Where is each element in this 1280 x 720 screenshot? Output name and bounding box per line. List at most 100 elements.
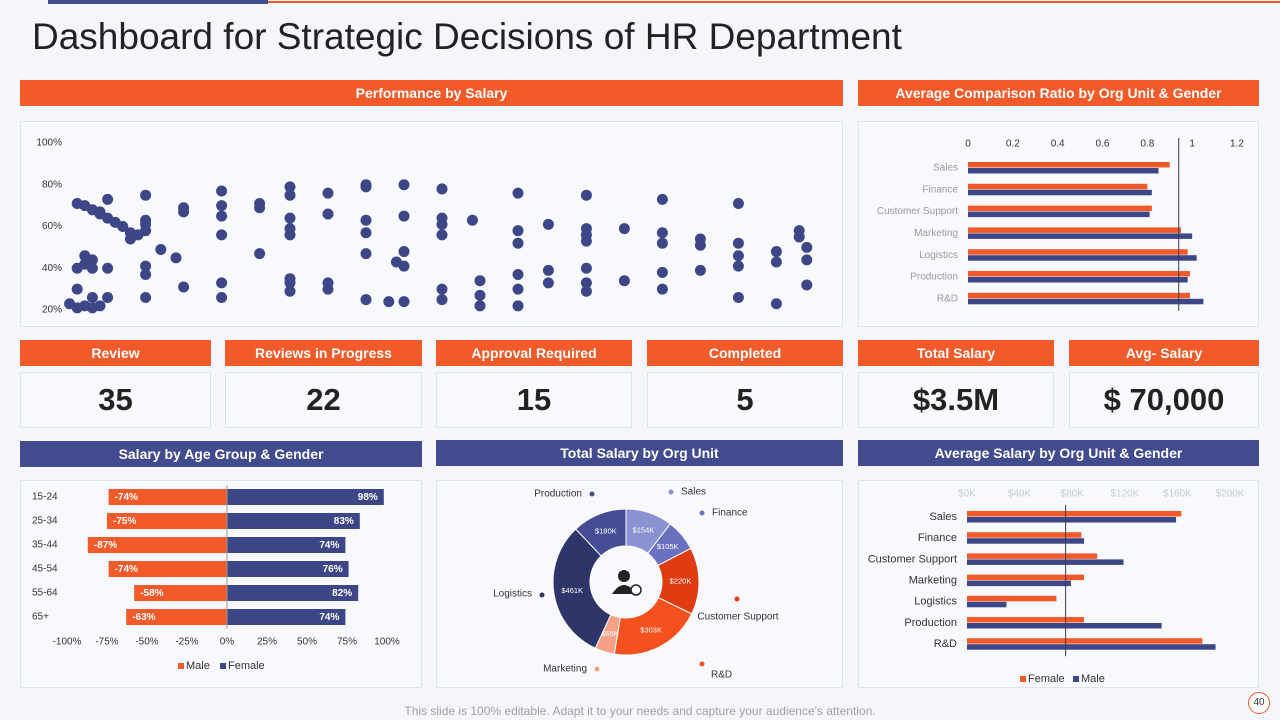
- scatter-point: [398, 210, 410, 222]
- scatter-point: [512, 225, 524, 237]
- bar: [967, 580, 1071, 587]
- bar: [227, 609, 346, 625]
- slide-title: Dashboard for Strategic Decisions of HR …: [32, 16, 902, 57]
- category-label: Logistics: [919, 250, 958, 261]
- scatter-point: [140, 260, 152, 272]
- scatter-point: [284, 189, 296, 201]
- x-tick-label: $120K: [1110, 489, 1139, 500]
- segment-value-label: $180K: [595, 526, 617, 535]
- scatter-point: [178, 206, 190, 218]
- label-dot: [734, 596, 740, 602]
- value-label: -63%: [132, 612, 155, 623]
- scatter-point: [284, 212, 296, 224]
- bar: [967, 617, 1085, 623]
- scatter-point: [732, 260, 744, 272]
- legend-label: Female: [1028, 673, 1065, 685]
- category-label: 35-44: [32, 540, 58, 551]
- y-tick-label: 100%: [36, 138, 62, 149]
- bar: [227, 513, 360, 529]
- donut-segment: [552, 528, 612, 649]
- bar: [108, 489, 227, 505]
- bar: [968, 168, 1159, 174]
- segment-name: Logistics: [493, 589, 532, 600]
- footer-note: This slide is 100% editable. Adapt it to…: [404, 704, 876, 718]
- bar: [967, 601, 1007, 608]
- scatter-point: [770, 298, 782, 310]
- scatter-point: [618, 275, 630, 287]
- scatter-point: [474, 289, 486, 301]
- scatter-point: [474, 300, 486, 312]
- scatter-point: [694, 264, 706, 276]
- scatter-point: [474, 275, 486, 287]
- scatter-point: [155, 243, 167, 255]
- scatter-point: [79, 250, 91, 262]
- bar: [968, 249, 1188, 255]
- scatter-point: [732, 198, 744, 210]
- bar: [968, 292, 1190, 299]
- segment-name: R&D: [711, 670, 732, 681]
- scatter-point: [216, 210, 228, 222]
- kpi-value: 35: [20, 372, 211, 428]
- icon-coin: [630, 584, 642, 596]
- segment-value-label: $105K: [657, 542, 679, 551]
- label-dot: [699, 661, 705, 667]
- value-label: 76%: [323, 564, 343, 575]
- icon-body: [612, 585, 636, 594]
- scatter-point: [512, 283, 524, 295]
- value-label: 98%: [358, 492, 378, 503]
- scatter-point: [117, 221, 129, 232]
- bar: [968, 277, 1188, 283]
- bar: [967, 638, 1203, 644]
- scatter-point: [216, 185, 228, 197]
- x-tick-label: 1.2: [1230, 139, 1244, 150]
- scatter-point: [793, 231, 805, 243]
- scatter-point: [618, 223, 630, 235]
- chart-header: Performance by Salary: [20, 80, 843, 106]
- chart-header: Average Comparison Ratio by Org Unit & G…: [858, 80, 1259, 106]
- scatter-point: [140, 218, 152, 230]
- chart-header: Salary by Age Group & Gender: [20, 441, 422, 467]
- scatter-point: [801, 241, 813, 253]
- scatter-point: [801, 279, 813, 291]
- category-label: Production: [910, 272, 958, 283]
- scatter-point: [254, 202, 266, 214]
- category-label: 65+: [32, 612, 49, 623]
- scatter-point: [512, 269, 524, 281]
- category-label: Sales: [929, 511, 957, 523]
- scatter-point: [398, 260, 410, 272]
- value-label: 74%: [319, 540, 339, 551]
- bar: [968, 211, 1150, 218]
- scatter-point: [542, 264, 554, 276]
- scatter-point: [322, 187, 334, 199]
- kpi-label: Reviews in Progress: [225, 340, 422, 366]
- bar: [967, 623, 1162, 629]
- scatter-point: [216, 200, 228, 212]
- kpi-label: Avg- Salary: [1069, 340, 1259, 366]
- bar: [968, 233, 1193, 239]
- scatter-point: [140, 291, 152, 303]
- scatter-point: [284, 181, 296, 193]
- scatter-point: [694, 239, 706, 251]
- bar: [227, 489, 384, 505]
- category-label: Sales: [933, 163, 958, 174]
- y-tick-label: 80%: [42, 179, 62, 190]
- icon-head: [618, 570, 630, 582]
- x-tick-label: -50%: [135, 637, 158, 648]
- scatter-point: [360, 248, 372, 260]
- category-label: Marketing: [909, 575, 957, 587]
- bar: [108, 561, 227, 577]
- category-label: 45-54: [32, 564, 58, 575]
- scatter-point: [360, 181, 372, 193]
- category-label: 25-34: [32, 516, 58, 527]
- bar: [968, 162, 1170, 168]
- x-tick-label: 0.2: [1006, 139, 1020, 150]
- x-tick-label: 0.6: [1096, 139, 1110, 150]
- scatter-point: [580, 277, 592, 289]
- scatter-point: [216, 277, 228, 289]
- segment-name: Finance: [712, 508, 748, 519]
- bar: [967, 559, 1124, 565]
- scatter-point: [284, 229, 296, 241]
- label-dot: [668, 489, 674, 495]
